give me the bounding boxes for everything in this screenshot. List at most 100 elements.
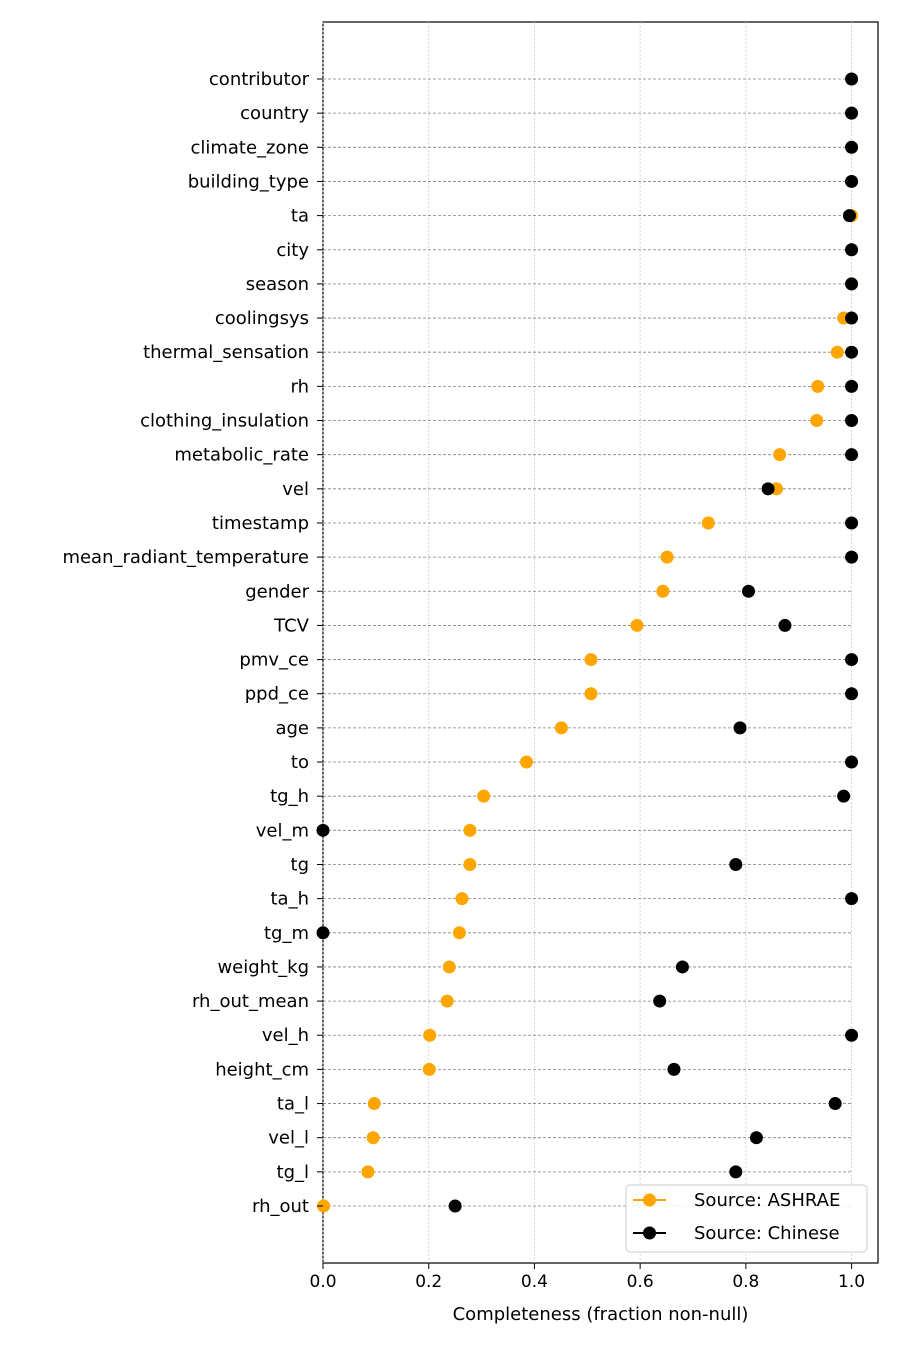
data-point: [442, 960, 456, 974]
legend-marker: [643, 1193, 656, 1207]
x-tick-label: 1.0: [838, 1272, 865, 1292]
data-point: [845, 1028, 859, 1042]
data-point: [830, 345, 844, 359]
data-point: [660, 550, 674, 564]
series-ashrae-points: [317, 72, 859, 1213]
data-point: [742, 584, 755, 598]
legend-box: [625, 1184, 868, 1253]
x-axis: 0.0 0.2 0.4 0.6 0.8 1.0: [309, 1263, 865, 1292]
category-label: contributor: [209, 69, 310, 90]
category-label: rh_out: [252, 1196, 309, 1217]
data-point: [845, 687, 859, 701]
data-point: [845, 379, 859, 393]
category-label: vel_m: [256, 820, 309, 841]
data-point: [810, 414, 824, 428]
category-label: tg_l: [277, 1162, 309, 1183]
data-point: [749, 1131, 763, 1145]
data-point: [828, 1097, 842, 1111]
legend-item: Source: Chinese: [633, 1223, 840, 1244]
legend-item: Source: ASHRAE: [633, 1190, 840, 1211]
category-label: climate_zone: [190, 137, 309, 158]
legend-marker: [643, 1226, 656, 1240]
category-label: pmv_ce: [239, 650, 309, 671]
data-point: [584, 687, 598, 701]
data-point: [761, 482, 775, 496]
category-label: city: [276, 240, 309, 261]
category-label: tg_m: [264, 923, 309, 944]
data-point: [733, 721, 747, 735]
data-point: [463, 823, 477, 837]
category-label: timestamp: [212, 513, 309, 534]
category-label: season: [246, 274, 309, 295]
category-label: rh_out_mean: [192, 991, 309, 1012]
category-label: to: [291, 752, 309, 773]
series-chinese-points: [316, 72, 859, 1213]
data-point: [845, 448, 859, 462]
data-point: [675, 960, 689, 974]
x-tick-label: 0.0: [309, 1272, 336, 1292]
category-label: age: [275, 718, 309, 739]
data-point: [845, 174, 859, 188]
data-point: [842, 209, 856, 223]
category-label: vel: [282, 479, 309, 500]
category-label: ta_l: [277, 1094, 309, 1115]
plot-area: [322, 21, 879, 1264]
data-point: [837, 789, 851, 803]
data-point: [773, 448, 787, 462]
data-point: [845, 277, 859, 291]
data-point: [778, 618, 792, 632]
legend-label: Source: Chinese: [694, 1223, 840, 1244]
x-tick-label: 0.6: [627, 1272, 654, 1292]
y-axis: contributor country climate_zone building_t…: [62, 69, 323, 1217]
category-label: country: [240, 103, 309, 124]
data-point: [811, 379, 825, 393]
data-point: [845, 755, 859, 769]
data-point: [463, 857, 477, 871]
data-point: [554, 721, 568, 735]
row-connector-lines: [323, 78, 852, 1207]
category-label: tg_h: [270, 786, 309, 807]
category-label: gender: [245, 581, 309, 602]
category-label: metabolic_rate: [174, 445, 309, 466]
data-point: [452, 926, 466, 940]
legend: Source: ASHRAE Source: Chinese: [625, 1184, 868, 1253]
category-label: TCV: [273, 615, 310, 636]
data-point: [845, 72, 859, 86]
category-label: clothing_insulation: [140, 411, 309, 432]
data-point: [845, 311, 859, 325]
data-point: [845, 345, 859, 359]
category-label: vel_h: [262, 1025, 309, 1046]
data-point: [361, 1165, 375, 1179]
category-label: thermal_sensation: [143, 342, 309, 363]
data-point: [729, 1165, 743, 1179]
data-point: [440, 994, 454, 1008]
data-point: [845, 516, 859, 530]
data-point: [845, 243, 859, 257]
data-point: [422, 1062, 436, 1076]
x-tick-label: 0.8: [732, 1272, 759, 1292]
data-point: [667, 1062, 681, 1076]
category-label: vel_l: [268, 1128, 309, 1149]
data-point: [653, 994, 667, 1008]
data-point: [630, 618, 644, 632]
data-point: [845, 414, 859, 428]
category-label: ta: [291, 206, 309, 227]
data-point: [845, 892, 859, 906]
data-point: [520, 755, 533, 769]
category-label: height_cm: [215, 1059, 309, 1080]
category-label: ta_h: [271, 889, 310, 910]
data-points: [316, 72, 859, 1213]
data-point: [584, 653, 598, 667]
category-label: building_type: [188, 171, 309, 192]
data-point: [423, 1028, 437, 1042]
x-tick-label: 0.4: [521, 1272, 548, 1292]
x-tick-label: 0.2: [415, 1272, 442, 1292]
data-point: [448, 1199, 462, 1213]
category-label: ppd_ce: [245, 684, 309, 705]
category-label: tg: [291, 854, 309, 875]
data-point: [367, 1097, 381, 1111]
legend-label: Source: ASHRAE: [694, 1190, 840, 1211]
data-point: [845, 653, 859, 667]
data-point: [477, 789, 491, 803]
category-label: rh: [291, 376, 310, 397]
